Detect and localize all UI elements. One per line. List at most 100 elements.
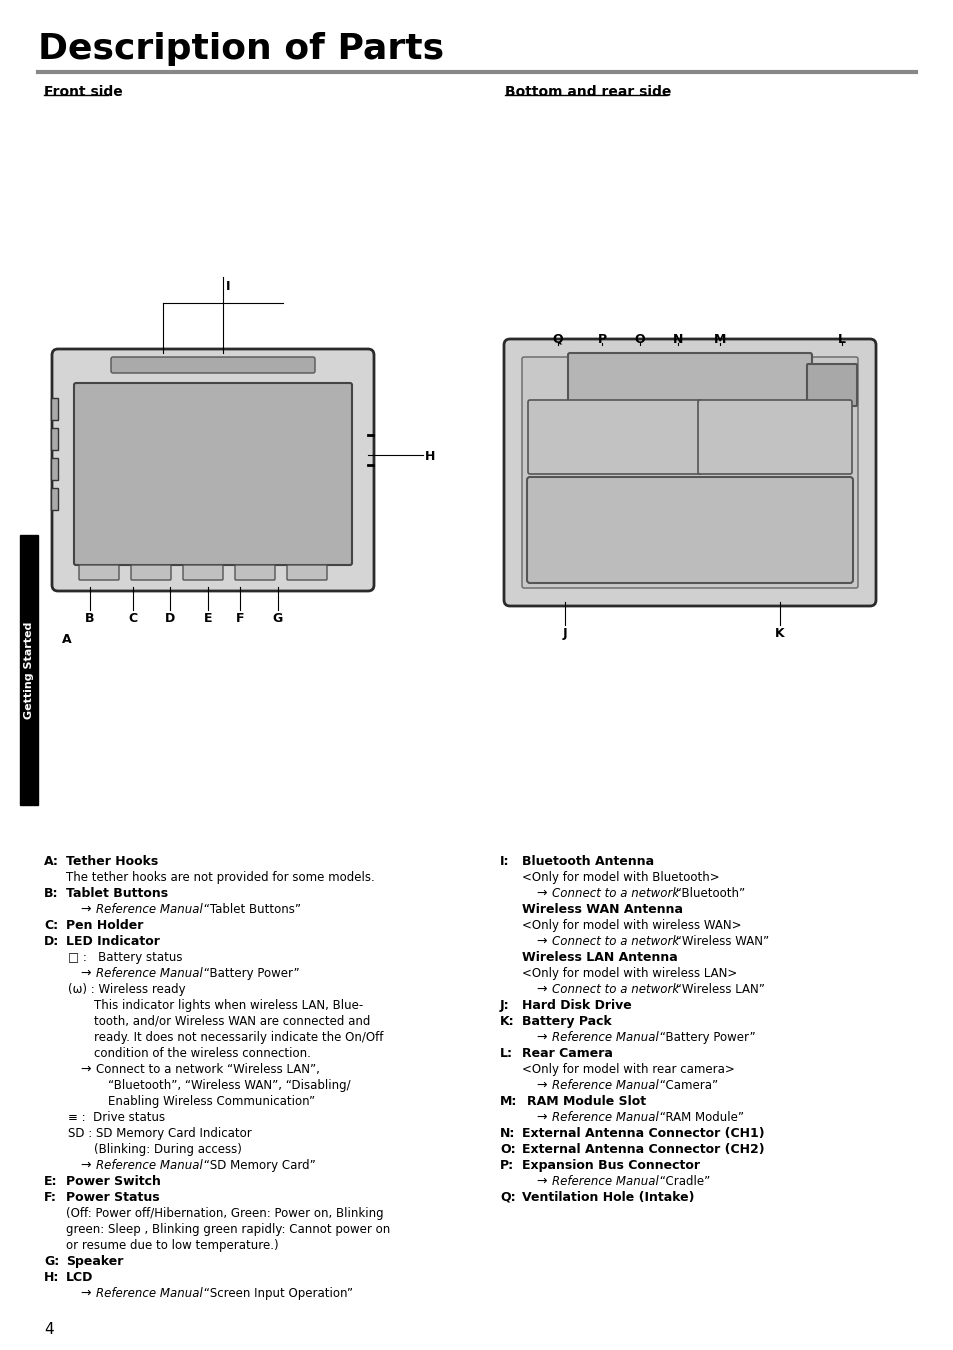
Text: “Wireless LAN”: “Wireless LAN” — [671, 983, 764, 996]
FancyBboxPatch shape — [526, 477, 852, 583]
FancyBboxPatch shape — [503, 339, 875, 606]
Bar — [51, 398, 58, 420]
Text: A: A — [62, 633, 71, 647]
Text: or resume due to low temperature.): or resume due to low temperature.) — [66, 1239, 278, 1251]
FancyBboxPatch shape — [52, 350, 374, 591]
Text: K:: K: — [499, 1015, 514, 1027]
FancyBboxPatch shape — [183, 566, 223, 580]
Text: “Bluetooth”, “Wireless WAN”, “Disabling/: “Bluetooth”, “Wireless WAN”, “Disabling/ — [108, 1079, 351, 1092]
Text: <Only for model with wireless LAN>: <Only for model with wireless LAN> — [521, 967, 737, 980]
FancyBboxPatch shape — [74, 383, 352, 566]
Bar — [20, 535, 38, 805]
Text: Pen Holder: Pen Holder — [66, 919, 143, 931]
Text: D: D — [165, 612, 175, 625]
Text: Connect to a network: Connect to a network — [552, 887, 679, 900]
Text: N: N — [672, 333, 682, 346]
Text: H:: H: — [44, 1270, 59, 1284]
Text: “Bluetooth”: “Bluetooth” — [671, 887, 744, 900]
Text: Connect to a network: Connect to a network — [552, 936, 679, 948]
Text: tooth, and/or Wireless WAN are connected and: tooth, and/or Wireless WAN are connected… — [94, 1015, 370, 1027]
Text: Reference Manual: Reference Manual — [96, 1160, 203, 1172]
Text: Enabling Wireless Communication”: Enabling Wireless Communication” — [108, 1095, 314, 1108]
Text: B: B — [85, 612, 94, 625]
Text: External Antenna Connector (CH2): External Antenna Connector (CH2) — [521, 1143, 763, 1156]
Text: Expansion Bus Connector: Expansion Bus Connector — [521, 1160, 700, 1172]
Text: Connect to a network “Wireless LAN”,: Connect to a network “Wireless LAN”, — [96, 1062, 319, 1076]
Text: Tether Hooks: Tether Hooks — [66, 855, 158, 868]
Text: “Tablet Buttons”: “Tablet Buttons” — [200, 903, 301, 917]
Text: C:: C: — [44, 919, 58, 931]
Text: F: F — [235, 612, 244, 625]
Text: External Antenna Connector (CH1): External Antenna Connector (CH1) — [521, 1127, 763, 1139]
Text: “Cradle”: “Cradle” — [656, 1174, 709, 1188]
Text: Reference Manual: Reference Manual — [552, 1111, 659, 1125]
Text: K: K — [775, 626, 784, 640]
Text: “Camera”: “Camera” — [656, 1079, 718, 1092]
Text: “Wireless WAN”: “Wireless WAN” — [671, 936, 768, 948]
Text: →: → — [536, 983, 546, 996]
Text: M:: M: — [499, 1095, 517, 1108]
Text: The tether hooks are not provided for some models.: The tether hooks are not provided for so… — [66, 871, 375, 884]
Text: <Only for model with Bluetooth>: <Only for model with Bluetooth> — [521, 871, 719, 884]
Text: →: → — [536, 1111, 546, 1125]
Text: Q: Q — [552, 333, 562, 346]
Text: Reference Manual: Reference Manual — [96, 903, 203, 917]
Text: G:: G: — [44, 1256, 59, 1268]
Text: Power Switch: Power Switch — [66, 1174, 161, 1188]
Text: □ :   Battery status: □ : Battery status — [68, 950, 182, 964]
Text: B:: B: — [44, 887, 58, 900]
Text: Q:: Q: — [499, 1191, 515, 1204]
Bar — [51, 458, 58, 481]
Text: ≡ :  Drive status: ≡ : Drive status — [68, 1111, 165, 1125]
Text: P: P — [597, 333, 606, 346]
Text: →: → — [80, 967, 91, 980]
Text: Reference Manual: Reference Manual — [552, 1079, 659, 1092]
Text: I: I — [226, 279, 231, 293]
FancyBboxPatch shape — [287, 566, 327, 580]
Text: I:: I: — [499, 855, 509, 868]
Text: Ventilation Hole (Intake): Ventilation Hole (Intake) — [521, 1191, 694, 1204]
Text: →: → — [80, 1062, 91, 1076]
Text: “RAM Module”: “RAM Module” — [656, 1111, 743, 1125]
Text: →: → — [80, 903, 91, 917]
Text: “Battery Power”: “Battery Power” — [656, 1031, 755, 1044]
Text: <Only for model with wireless WAN>: <Only for model with wireless WAN> — [521, 919, 740, 931]
Text: →: → — [536, 1031, 546, 1044]
Text: Power Status: Power Status — [66, 1191, 159, 1204]
Text: N:: N: — [499, 1127, 515, 1139]
Text: Front side: Front side — [44, 85, 123, 99]
Text: Bottom and rear side: Bottom and rear side — [504, 85, 671, 99]
Text: green: Sleep , Blinking green rapidly: Cannot power on: green: Sleep , Blinking green rapidly: C… — [66, 1223, 390, 1237]
Text: Battery Pack: Battery Pack — [521, 1015, 611, 1027]
FancyBboxPatch shape — [111, 356, 314, 373]
Text: D:: D: — [44, 936, 59, 948]
Text: LCD: LCD — [66, 1270, 93, 1284]
Text: RAM Module Slot: RAM Module Slot — [526, 1095, 645, 1108]
Text: Connect to a network: Connect to a network — [552, 983, 679, 996]
Text: condition of the wireless connection.: condition of the wireless connection. — [94, 1048, 311, 1060]
Text: Bluetooth Antenna: Bluetooth Antenna — [521, 855, 654, 868]
Bar — [51, 487, 58, 510]
Text: J: J — [562, 626, 567, 640]
Text: (Blinking: During access): (Blinking: During access) — [94, 1143, 242, 1156]
Text: L:: L: — [499, 1048, 513, 1060]
Text: (ω) : Wireless ready: (ω) : Wireless ready — [68, 983, 186, 996]
FancyBboxPatch shape — [527, 400, 701, 474]
Text: L: L — [837, 333, 845, 346]
Text: C: C — [129, 612, 137, 625]
FancyBboxPatch shape — [567, 352, 811, 412]
FancyBboxPatch shape — [806, 364, 856, 406]
Text: G: G — [273, 612, 283, 625]
Text: “SD Memory Card”: “SD Memory Card” — [200, 1160, 315, 1172]
Text: →: → — [536, 1079, 546, 1092]
Text: O: O — [634, 333, 644, 346]
FancyBboxPatch shape — [79, 566, 119, 580]
Text: Reference Manual: Reference Manual — [552, 1031, 659, 1044]
Text: P:: P: — [499, 1160, 514, 1172]
Text: Description of Parts: Description of Parts — [38, 32, 444, 66]
Text: ready. It does not necessarily indicate the On/Off: ready. It does not necessarily indicate … — [94, 1031, 383, 1044]
Text: →: → — [536, 936, 546, 948]
Text: Reference Manual: Reference Manual — [96, 1287, 203, 1300]
Text: H: H — [424, 450, 435, 463]
Text: Wireless LAN Antenna: Wireless LAN Antenna — [521, 950, 677, 964]
